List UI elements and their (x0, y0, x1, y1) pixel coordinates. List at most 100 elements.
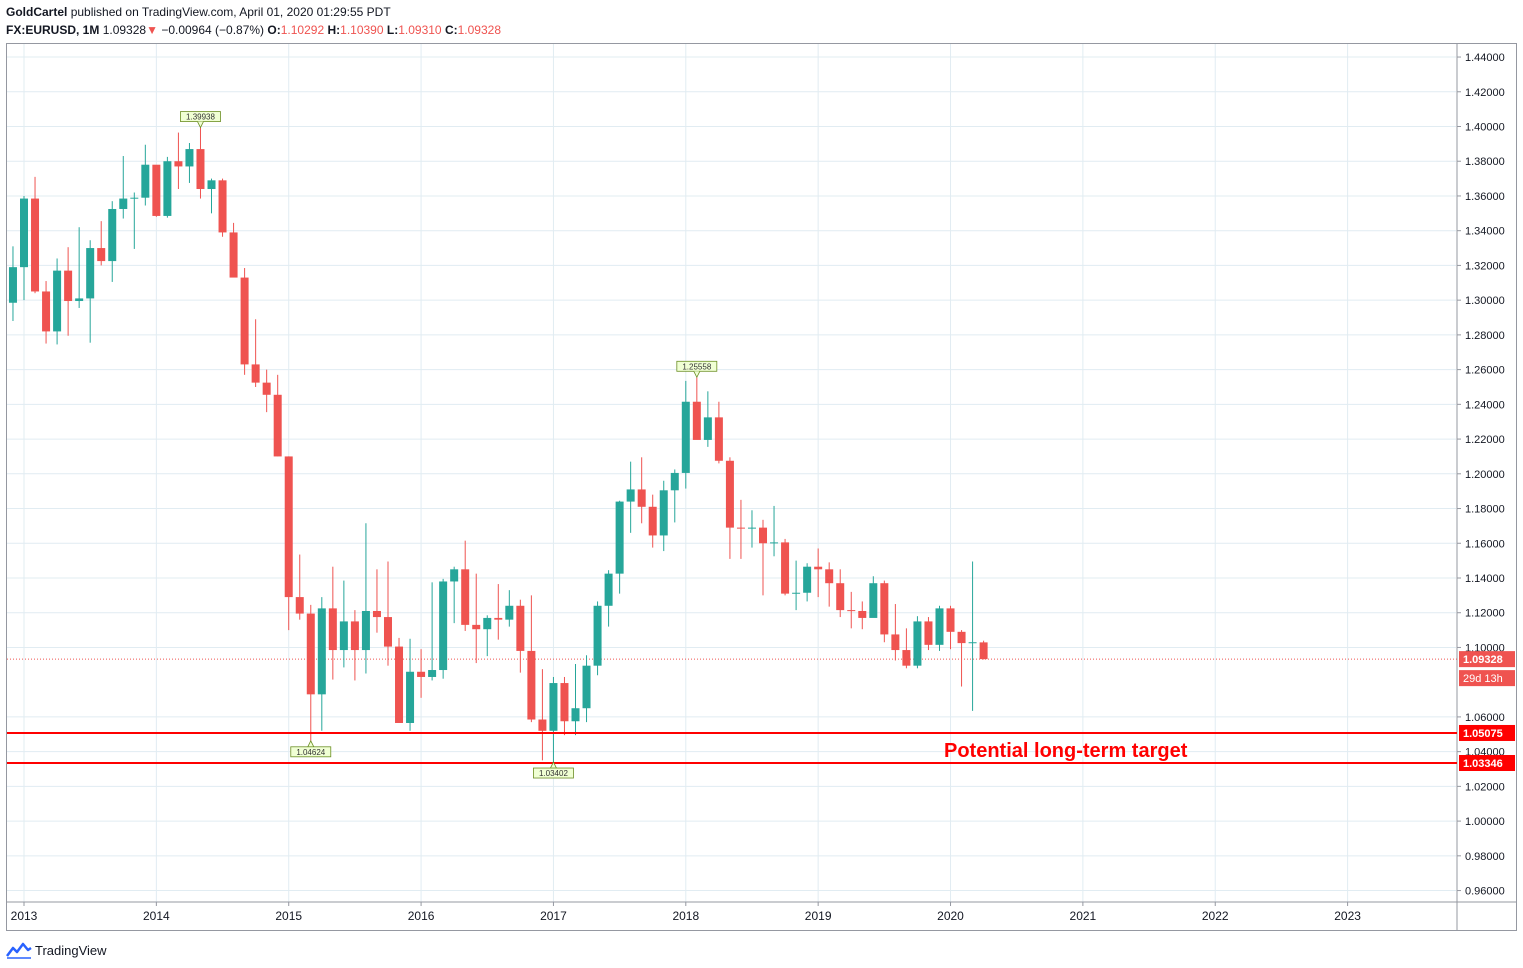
candle-body (648, 506, 657, 536)
close-label: C: (444, 23, 458, 37)
candle (593, 601, 602, 676)
price-marker-label: 1.39938 (186, 113, 215, 122)
close-value: 1.09328 (457, 23, 502, 37)
candle-body (582, 665, 591, 709)
chart-frame (6, 43, 1517, 931)
candle (207, 178, 216, 214)
candle (725, 457, 734, 559)
candle (31, 176, 40, 294)
candle-body (240, 277, 249, 365)
candle (240, 268, 249, 375)
candle-body (946, 608, 955, 632)
price-marker: 1.39938 (180, 111, 221, 129)
candle (957, 630, 966, 687)
tradingview-brand[interactable]: TradingView (35, 942, 107, 958)
candle-body (869, 583, 878, 618)
candle (273, 374, 282, 457)
candle-body (141, 164, 150, 198)
candle (924, 617, 933, 651)
candle (395, 637, 404, 723)
candle-body (262, 382, 271, 395)
candle (858, 601, 867, 630)
y-tick-label: 1.18000 (1465, 504, 1505, 516)
candle-body (593, 605, 602, 666)
candle (152, 164, 161, 217)
candle (505, 590, 514, 627)
price-marker-label: 1.25558 (682, 362, 711, 371)
current-price-badge (1459, 651, 1515, 668)
candle-body (913, 621, 922, 666)
low-value: 1.09310 (398, 23, 442, 37)
candle (615, 500, 624, 594)
candle (20, 195, 28, 301)
candle (560, 676, 569, 736)
x-tick-label: 2022 (1202, 909, 1229, 923)
candle-body (75, 298, 84, 302)
candle-body (439, 581, 448, 671)
candle (913, 616, 922, 669)
candle (196, 127, 205, 199)
candle (902, 628, 911, 669)
candle-body (218, 180, 227, 233)
candle (75, 227, 84, 308)
candle (781, 538, 790, 596)
candle-body (670, 472, 679, 491)
candle-body (86, 248, 95, 299)
candle (770, 505, 779, 557)
candle (317, 597, 326, 731)
candle-body (42, 291, 51, 332)
candle-body (725, 460, 734, 528)
x-tick-label: 2015 (275, 909, 302, 923)
candle (648, 494, 657, 548)
candle-body (571, 708, 580, 722)
candle (328, 566, 337, 680)
price-marker: 1.04624 (290, 739, 332, 758)
countdown-label: 29d 13h (1463, 673, 1503, 685)
candle-body (20, 198, 28, 268)
y-tick-label: 1.24000 (1465, 399, 1505, 411)
y-tick-label: 0.96000 (1465, 886, 1505, 898)
candle-body (615, 501, 624, 574)
candle (582, 655, 591, 723)
candle-body (692, 401, 701, 440)
candle (814, 548, 823, 598)
candle-body (714, 417, 723, 461)
tradingview-logo-icon[interactable] (6, 941, 32, 959)
candle (571, 663, 580, 736)
price-marker-pointer (693, 371, 701, 379)
candle (295, 554, 304, 620)
candle-body (747, 527, 756, 529)
candle-body (792, 592, 801, 594)
candle (428, 582, 437, 681)
candle-body (681, 401, 690, 473)
candle (284, 456, 293, 631)
candle-body (770, 542, 779, 544)
y-tick-label: 1.20000 (1465, 469, 1505, 481)
candle-body (538, 719, 547, 731)
candle-body (560, 683, 569, 722)
x-tick-label: 2017 (540, 909, 567, 923)
candle-body (858, 610, 867, 618)
candle (968, 561, 977, 711)
candle-body (64, 270, 73, 302)
candle (163, 156, 172, 218)
candle (306, 604, 315, 741)
y-tick-label: 1.02000 (1465, 781, 1505, 793)
candle (130, 192, 139, 249)
candle-body (417, 671, 426, 677)
y-tick-label: 1.30000 (1465, 295, 1505, 307)
x-tick-label: 2013 (11, 909, 38, 923)
candle-body (152, 164, 161, 216)
candle-body (284, 456, 293, 598)
grid-lines (7, 44, 1456, 902)
open-value: 1.10292 (280, 23, 325, 37)
candle-body (339, 621, 348, 651)
x-tick-label: 2018 (672, 909, 699, 923)
candle (251, 319, 260, 387)
x-tick-label: 2020 (937, 909, 964, 923)
candle-body (108, 208, 117, 262)
candle (218, 178, 227, 237)
candle (42, 281, 51, 344)
current-price-label: 1.09328 (1463, 654, 1503, 666)
